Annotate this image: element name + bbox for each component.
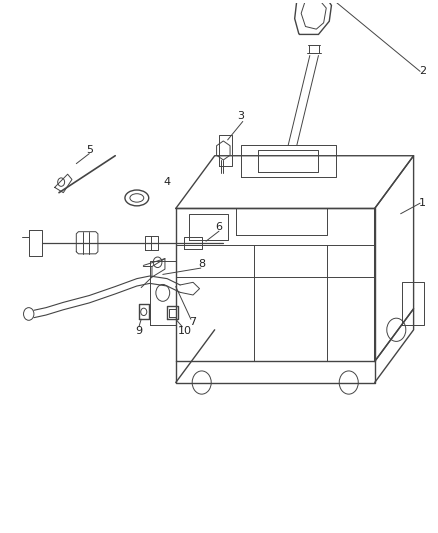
Text: 8: 8 — [198, 259, 205, 269]
Text: 5: 5 — [86, 146, 93, 156]
Text: 9: 9 — [135, 326, 142, 336]
Text: 6: 6 — [215, 222, 223, 232]
Text: 2: 2 — [419, 66, 426, 76]
Text: 7: 7 — [190, 317, 197, 327]
Text: 4: 4 — [163, 177, 171, 187]
Text: 10: 10 — [177, 326, 191, 336]
Text: 3: 3 — [237, 111, 244, 121]
Text: 1: 1 — [419, 198, 426, 208]
